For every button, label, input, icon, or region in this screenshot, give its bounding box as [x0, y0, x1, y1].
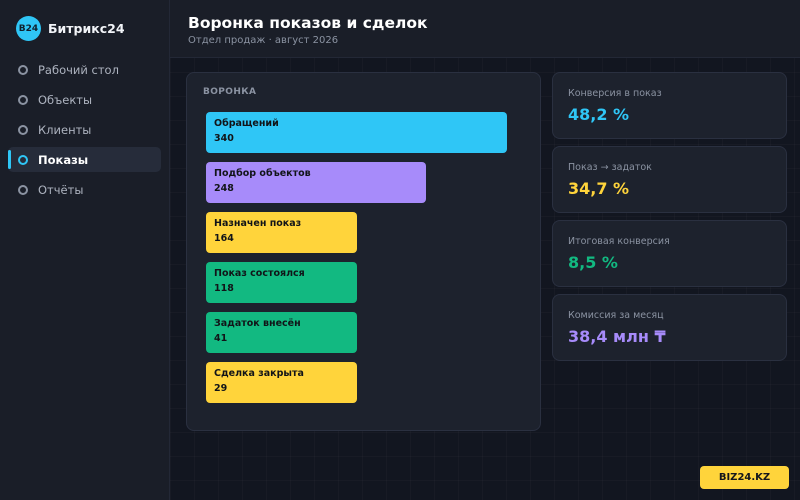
funnel-card-label: ВОРОНКА — [203, 87, 257, 97]
kpi-value: 38,4 млн ₸ — [568, 327, 666, 346]
kpi-label: Показ → задаток — [568, 162, 652, 173]
kpi-card-monthly-commission: Комиссия за месяц 38,4 млн ₸ — [552, 294, 787, 361]
funnel-stage-name: Обращений — [214, 118, 279, 129]
circle-icon — [18, 184, 28, 195]
sidebar-item-label: Клиенты — [38, 122, 92, 137]
sidebar-item-label: Рабочий стол — [38, 62, 119, 77]
funnel-stage-closed[interactable]: Сделка закрыта 29 — [206, 362, 357, 403]
sidebar: B24 Битрикс24 Рабочий стол Объекты Клиен… — [0, 0, 170, 500]
funnel-stage-count: 340 — [214, 133, 234, 144]
sidebar-item-label: Объекты — [38, 92, 93, 107]
funnel-card: ВОРОНКА Обращений 340 Подбор объектов 24… — [186, 72, 541, 431]
funnel-stage-name: Сделка закрыта — [214, 368, 304, 379]
circle-icon — [18, 64, 28, 75]
funnel-stage-name: Подбор объектов — [214, 168, 311, 179]
sidebar-item-dashboard[interactable]: Рабочий стол — [8, 57, 161, 82]
funnel-stage-count: 248 — [214, 183, 234, 194]
page-subtitle: Отдел продаж · август 2026 — [188, 35, 339, 46]
funnel-stage-requests[interactable]: Обращений 340 — [206, 112, 507, 153]
kpi-card-showing-to-deposit: Показ → задаток 34,7 % — [552, 146, 787, 213]
sidebar-item-reports[interactable]: Отчёты — [8, 177, 161, 202]
funnel-stage-name: Задаток внесён — [214, 318, 301, 329]
circle-icon — [18, 124, 28, 135]
kpi-value: 8,5 % — [568, 253, 618, 272]
sidebar-item-showings[interactable]: Показы — [8, 147, 161, 172]
sidebar-item-objects[interactable]: Объекты — [8, 87, 161, 112]
funnel-stage-count: 29 — [214, 383, 228, 394]
kpi-card-showing-conversion: Конверсия в показ 48,2 % — [552, 72, 787, 139]
bitrix24-logo-icon: B24 — [16, 16, 41, 41]
brand[interactable]: B24 Битрикс24 — [16, 16, 125, 41]
funnel-stage-deposit[interactable]: Задаток внесён 41 — [206, 312, 357, 353]
funnel-stage-selection[interactable]: Подбор объектов 248 — [206, 162, 426, 203]
kpi-label: Конверсия в показ — [568, 88, 662, 99]
funnel-stage-name: Назначен показ — [214, 218, 302, 229]
kpi-value: 48,2 % — [568, 105, 630, 124]
kpi-value: 34,7 % — [568, 179, 630, 198]
kpi-label: Итоговая конверсия — [568, 236, 670, 247]
kpi-label: Комиссия за месяц — [568, 310, 664, 321]
sidebar-nav: Рабочий стол Объекты Клиенты Показы Отчё… — [8, 57, 161, 207]
sidebar-item-label: Показы — [38, 152, 89, 167]
sidebar-item-label: Отчёты — [38, 182, 84, 197]
kpi-card-total-conversion: Итоговая конверсия 8,5 % — [552, 220, 787, 287]
funnel-stage-count: 41 — [214, 333, 228, 344]
funnel-stage-showing-done[interactable]: Показ состоялся 118 — [206, 262, 357, 303]
funnel-stage-name: Показ состоялся — [214, 268, 305, 279]
funnel-stage-count: 164 — [214, 233, 234, 244]
site-badge[interactable]: BIZ24.KZ — [700, 466, 789, 489]
page-title: Воронка показов и сделок — [188, 14, 428, 32]
circle-icon — [18, 154, 28, 165]
sidebar-item-clients[interactable]: Клиенты — [8, 117, 161, 142]
page-header: Воронка показов и сделок Отдел продаж · … — [170, 0, 800, 58]
brand-name: Битрикс24 — [48, 21, 125, 36]
circle-icon — [18, 94, 28, 105]
funnel-stage-showing-scheduled[interactable]: Назначен показ 164 — [206, 212, 357, 253]
funnel-stage-count: 118 — [214, 283, 234, 294]
main-area: Воронка показов и сделок Отдел продаж · … — [170, 0, 800, 500]
